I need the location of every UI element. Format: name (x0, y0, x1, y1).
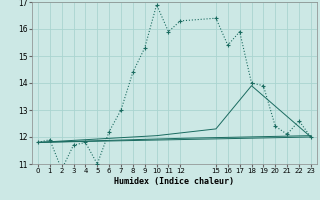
X-axis label: Humidex (Indice chaleur): Humidex (Indice chaleur) (115, 177, 234, 186)
